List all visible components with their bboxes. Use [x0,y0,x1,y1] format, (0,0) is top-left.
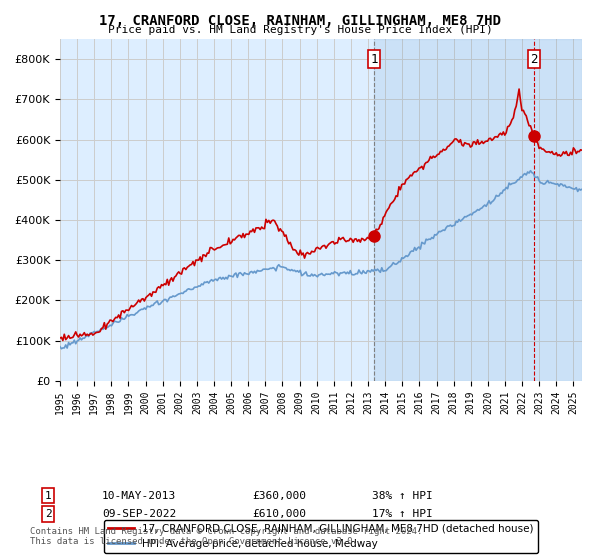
Text: Contains HM Land Registry data © Crown copyright and database right 2024.
This d: Contains HM Land Registry data © Crown c… [30,526,422,546]
Text: 38% ↑ HPI: 38% ↑ HPI [372,491,433,501]
Bar [374,39,582,381]
Text: 17, CRANFORD CLOSE, RAINHAM, GILLINGHAM, ME8 7HD: 17, CRANFORD CLOSE, RAINHAM, GILLINGHAM,… [99,14,501,28]
Text: 1: 1 [370,53,378,66]
Text: £610,000: £610,000 [252,509,306,519]
Text: 1: 1 [44,491,52,501]
Text: 17% ↑ HPI: 17% ↑ HPI [372,509,433,519]
Text: 2: 2 [530,53,538,66]
Legend: 17, CRANFORD CLOSE, RAINHAM, GILLINGHAM, ME8 7HD (detached house), HPI: Average : 17, CRANFORD CLOSE, RAINHAM, GILLINGHAM,… [104,520,538,553]
Text: Price paid vs. HM Land Registry's House Price Index (HPI): Price paid vs. HM Land Registry's House … [107,25,493,35]
Text: 2: 2 [44,509,52,519]
Text: £360,000: £360,000 [252,491,306,501]
Text: 09-SEP-2022: 09-SEP-2022 [102,509,176,519]
Text: 10-MAY-2013: 10-MAY-2013 [102,491,176,501]
